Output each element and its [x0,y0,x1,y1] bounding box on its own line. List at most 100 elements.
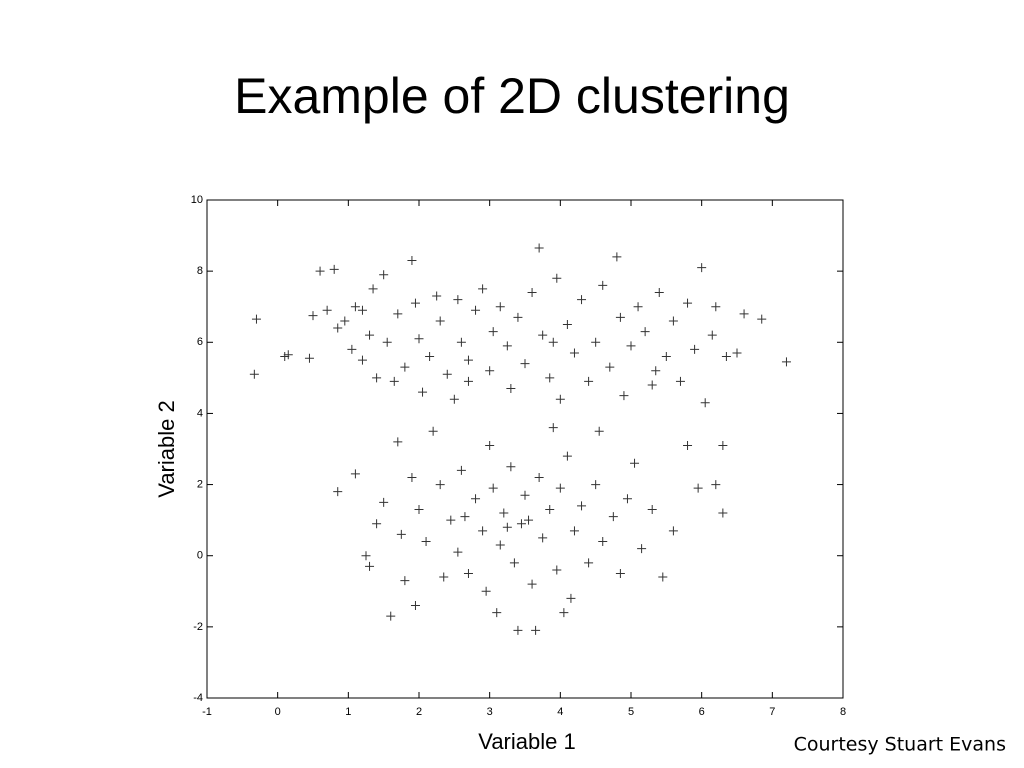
point [538,533,548,543]
point [456,465,466,475]
point [619,391,629,401]
point [534,243,544,253]
x-axis-label: Variable 1 [478,729,575,754]
point [651,366,661,376]
point [407,472,417,482]
point [350,469,360,479]
point [449,394,459,404]
point [626,341,636,351]
y-tick-label: -2 [193,621,203,633]
point [407,255,417,265]
point [421,536,431,546]
point [393,309,403,319]
point [414,334,424,344]
point [658,572,668,582]
point [555,394,565,404]
point [675,376,685,386]
point [527,579,537,589]
point [249,369,259,379]
point [428,426,438,436]
point [308,311,318,321]
point [668,526,678,536]
point [520,359,530,369]
point [502,522,512,532]
point [700,398,710,408]
point [615,312,625,322]
point [495,540,505,550]
point [463,569,473,578]
point [410,601,420,611]
point [683,298,693,308]
point [340,316,350,326]
point [463,376,473,386]
point [379,270,389,280]
y-tick-label: 2 [197,478,203,490]
x-tick-label: 8 [840,706,846,718]
credit: Courtesy Stuart Evans [794,734,1006,756]
point [584,558,594,568]
y-tick-label: 10 [191,194,203,206]
point [732,348,742,358]
plot-frame [206,199,844,699]
point [527,287,537,297]
point [485,440,495,450]
point [647,380,657,390]
point [442,369,452,379]
point [661,352,671,362]
point [668,316,678,326]
point [534,472,544,482]
x-tick-label: 3 [487,706,493,718]
point [347,344,357,354]
point [757,314,767,324]
point [488,327,498,337]
point [435,480,445,490]
point [251,314,261,324]
point [350,302,360,312]
point [506,462,516,472]
point [516,519,526,529]
point [333,323,343,333]
point [357,355,367,365]
point [460,512,470,522]
y-tick-label: -4 [193,692,203,704]
point [513,312,523,322]
point [633,302,643,312]
point [453,295,463,305]
point [711,302,721,312]
point [280,352,290,362]
point [499,508,509,518]
point [608,512,618,522]
point [365,330,375,340]
point [647,504,657,514]
point [389,376,399,386]
point [683,440,693,450]
slide-title: Example of 2D clustering [234,68,790,124]
point [531,625,541,635]
point [693,483,703,493]
point [439,572,449,582]
x-tick-label: -1 [202,706,212,718]
point [478,526,488,536]
x-tick-label: 0 [275,706,281,718]
point [654,287,664,297]
point [605,362,615,372]
point [622,494,632,504]
point [545,504,555,514]
point [414,504,424,514]
point [372,373,382,383]
point [333,487,343,497]
point [506,384,516,394]
point [594,426,604,436]
point [718,508,728,518]
x-tick-label: 4 [557,706,563,718]
point [718,440,728,450]
point [456,337,466,347]
point [707,330,717,340]
point [368,284,378,294]
point [481,586,491,596]
point [615,569,625,578]
point [630,458,640,468]
point [545,373,555,383]
point [548,423,558,433]
point [485,366,495,376]
